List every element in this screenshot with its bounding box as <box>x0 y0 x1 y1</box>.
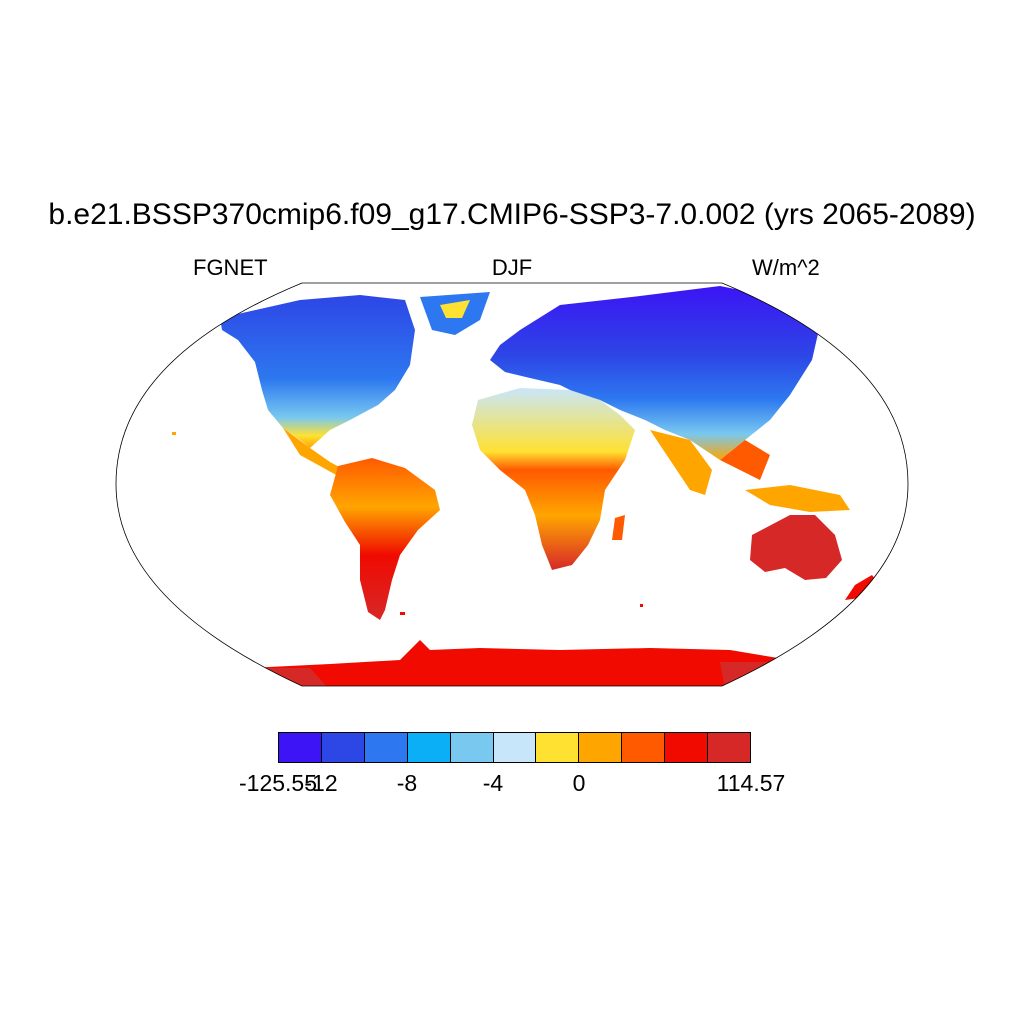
south-america-region <box>330 458 440 620</box>
colorbar-cell-5 <box>493 733 537 762</box>
colorbar-label: -8 <box>396 770 418 796</box>
central-america-region <box>283 428 345 476</box>
units-label: W/m^2 <box>752 255 820 280</box>
colorbar-cell-10 <box>708 733 750 762</box>
globe-outline <box>115 282 909 687</box>
colorbar-cell-0 <box>279 733 322 762</box>
season-label: DJF <box>491 255 533 280</box>
colorbar-label: 0 <box>572 770 586 796</box>
north-america-region <box>220 295 415 448</box>
colorbar-cell-3 <box>407 733 451 762</box>
colorbar-label: -125.55 <box>238 770 318 796</box>
colorbar-cell-8 <box>622 733 666 762</box>
variable-label: FGNET <box>193 255 268 280</box>
africa-region <box>472 388 635 570</box>
plot-title: b.e21.BSSP370cmip6.f09_g17.CMIP6-SSP3-7.… <box>48 198 976 231</box>
eurasia-region <box>490 286 820 460</box>
colorbar-cell-2 <box>364 733 408 762</box>
colorbar <box>278 732 751 763</box>
colorbar-cell-4 <box>450 733 494 762</box>
colorbar-label: -12 <box>304 770 338 796</box>
colorbar-cell-9 <box>665 733 709 762</box>
antarctica-region <box>230 640 800 686</box>
colorbar-label: -4 <box>482 770 504 796</box>
colorbar-cell-1 <box>321 733 365 762</box>
australia-region <box>750 515 842 580</box>
colorbar-label: 114.57 <box>716 770 786 796</box>
colorbar-cell-7 <box>579 733 623 762</box>
colorbar-cell-6 <box>536 733 580 762</box>
